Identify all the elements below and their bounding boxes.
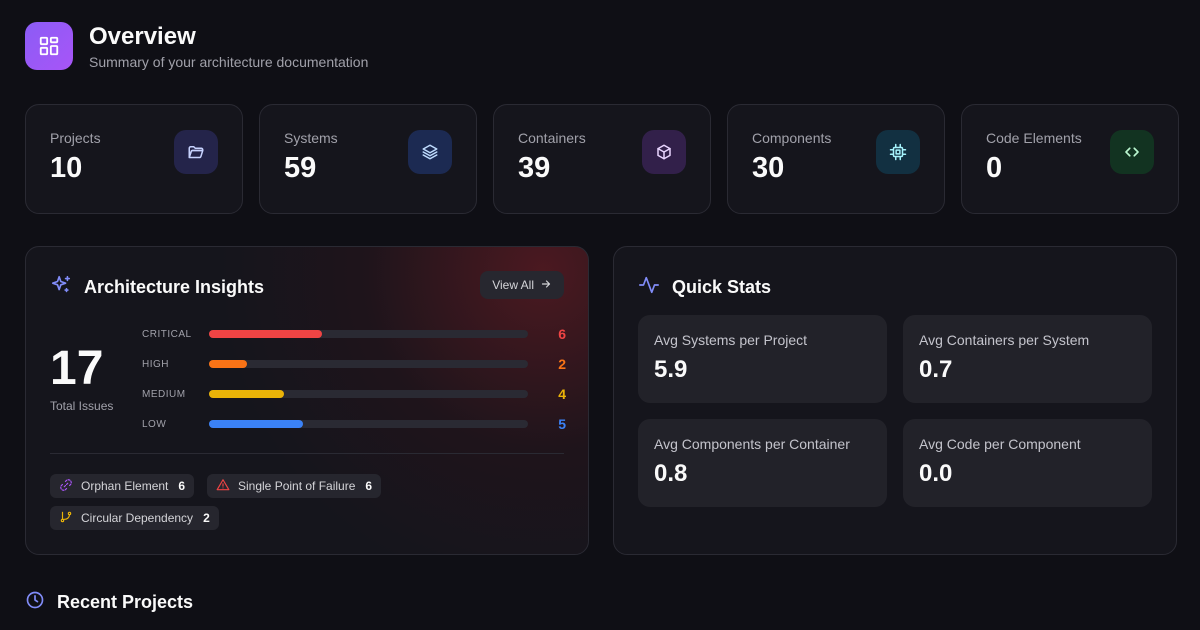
page-subtitle: Summary of your architecture documentati… bbox=[89, 53, 369, 70]
unlink-icon bbox=[59, 478, 73, 495]
severity-bar-fill bbox=[209, 330, 323, 338]
severity-row-low: LOW 5 bbox=[142, 416, 566, 432]
stat-label: Systems bbox=[284, 130, 338, 146]
chip-count: 6 bbox=[178, 479, 186, 493]
box-icon bbox=[642, 130, 686, 174]
quick-stat-label: Avg Code per Component bbox=[919, 436, 1081, 452]
quick-stat-label: Avg Systems per Project bbox=[654, 332, 808, 348]
stat-cards: Projects 10 Systems 59 Containers bbox=[25, 104, 1179, 214]
stat-card-containers[interactable]: Containers 39 bbox=[493, 104, 711, 214]
total-issues-label: Total Issues bbox=[50, 399, 114, 413]
panel-title: Quick Stats bbox=[672, 277, 772, 297]
severity-bar-fill bbox=[209, 420, 304, 428]
recent-projects-title: Recent Projects bbox=[57, 592, 194, 612]
cpu-icon bbox=[876, 130, 920, 174]
severity-count: 6 bbox=[558, 326, 566, 342]
sparkles-icon bbox=[50, 274, 72, 301]
quick-stat-card: Avg Code per Component 0.0 bbox=[903, 419, 1152, 507]
view-all-button[interactable]: View All bbox=[480, 271, 564, 299]
severity-row-medium: MEDIUM 4 bbox=[142, 386, 566, 402]
stat-card-projects[interactable]: Projects 10 bbox=[25, 104, 243, 214]
quick-stat-value: 0.8 bbox=[654, 460, 688, 487]
severity-count: 5 bbox=[558, 416, 566, 432]
quick-stat-value: 0.7 bbox=[919, 356, 953, 383]
stat-label: Containers bbox=[518, 130, 586, 146]
chip-label: Orphan Element bbox=[81, 479, 169, 493]
severity-label: MEDIUM bbox=[142, 388, 186, 400]
page-header: Overview Summary of your architecture do… bbox=[25, 22, 368, 70]
quick-stats-grid: Avg Systems per Project 5.9 Avg Containe… bbox=[638, 315, 1152, 507]
issue-chip-circular-dependency[interactable]: Circular Dependency 2 bbox=[50, 506, 219, 530]
severity-row-high: HIGH 2 bbox=[142, 356, 566, 372]
folder-icon bbox=[174, 130, 218, 174]
chip-count: 6 bbox=[365, 479, 373, 493]
clock-icon bbox=[25, 590, 45, 615]
stat-label: Components bbox=[752, 130, 832, 146]
severity-bar-fill bbox=[209, 360, 248, 368]
chip-label: Single Point of Failure bbox=[238, 479, 356, 493]
architecture-insights-panel: Architecture Insights View All 17 Total … bbox=[25, 246, 589, 555]
severity-count: 4 bbox=[558, 386, 566, 402]
git-branch-icon bbox=[59, 510, 73, 527]
quick-stat-label: Avg Containers per System bbox=[919, 332, 1090, 348]
quick-stats-panel: Quick Stats Avg Systems per Project 5.9 … bbox=[613, 246, 1177, 555]
issue-chip-single-point-of-failure[interactable]: Single Point of Failure 6 bbox=[207, 474, 382, 498]
severity-row-critical: CRITICAL 6 bbox=[142, 326, 566, 342]
stat-card-systems[interactable]: Systems 59 bbox=[259, 104, 477, 214]
quick-stat-card: Avg Components per Container 0.8 bbox=[638, 419, 887, 507]
severity-bar-fill bbox=[209, 390, 284, 398]
stat-value: 0 bbox=[986, 152, 1003, 184]
quick-stat-card: Avg Containers per System 0.7 bbox=[903, 315, 1152, 403]
quick-stat-card: Avg Systems per Project 5.9 bbox=[638, 315, 887, 403]
chip-count: 2 bbox=[203, 511, 210, 525]
severity-label: HIGH bbox=[142, 358, 169, 370]
stat-label: Projects bbox=[50, 130, 101, 146]
quick-stat-value: 5.9 bbox=[654, 356, 688, 383]
stat-card-components[interactable]: Components 30 bbox=[727, 104, 945, 214]
chip-label: Circular Dependency bbox=[81, 511, 194, 525]
layout-grid-icon bbox=[25, 22, 73, 70]
total-issues-value: 17 bbox=[50, 342, 104, 395]
severity-bar-track bbox=[209, 390, 528, 398]
arrow-right-icon bbox=[540, 278, 552, 293]
divider bbox=[50, 453, 564, 454]
stat-label: Code Elements bbox=[986, 130, 1082, 146]
severity-bar-track bbox=[209, 360, 528, 368]
recent-projects-heading: Recent Projects bbox=[25, 590, 193, 615]
total-issues: 17 Total Issues bbox=[50, 342, 114, 414]
stat-value: 10 bbox=[50, 152, 83, 184]
activity-icon bbox=[638, 274, 660, 301]
stat-card-code-elements[interactable]: Code Elements 0 bbox=[961, 104, 1179, 214]
quick-stat-label: Avg Components per Container bbox=[654, 436, 850, 452]
layers-icon bbox=[408, 130, 452, 174]
page-title: Overview bbox=[89, 22, 196, 50]
severity-bar-track bbox=[209, 330, 528, 338]
stat-value: 59 bbox=[284, 152, 317, 184]
code-icon bbox=[1110, 130, 1154, 174]
severity-label: LOW bbox=[142, 418, 167, 430]
severity-bar-track bbox=[209, 420, 528, 428]
quick-stat-value: 0.0 bbox=[919, 460, 953, 487]
severity-label: CRITICAL bbox=[142, 328, 192, 340]
stat-value: 30 bbox=[752, 152, 785, 184]
issue-chip-orphan-element[interactable]: Orphan Element 6 bbox=[50, 474, 195, 498]
stat-value: 39 bbox=[518, 152, 551, 184]
severity-count: 2 bbox=[558, 356, 566, 372]
view-all-label: View All bbox=[492, 278, 534, 292]
alert-triangle-icon bbox=[216, 478, 230, 495]
panel-title: Architecture Insights bbox=[84, 277, 265, 297]
